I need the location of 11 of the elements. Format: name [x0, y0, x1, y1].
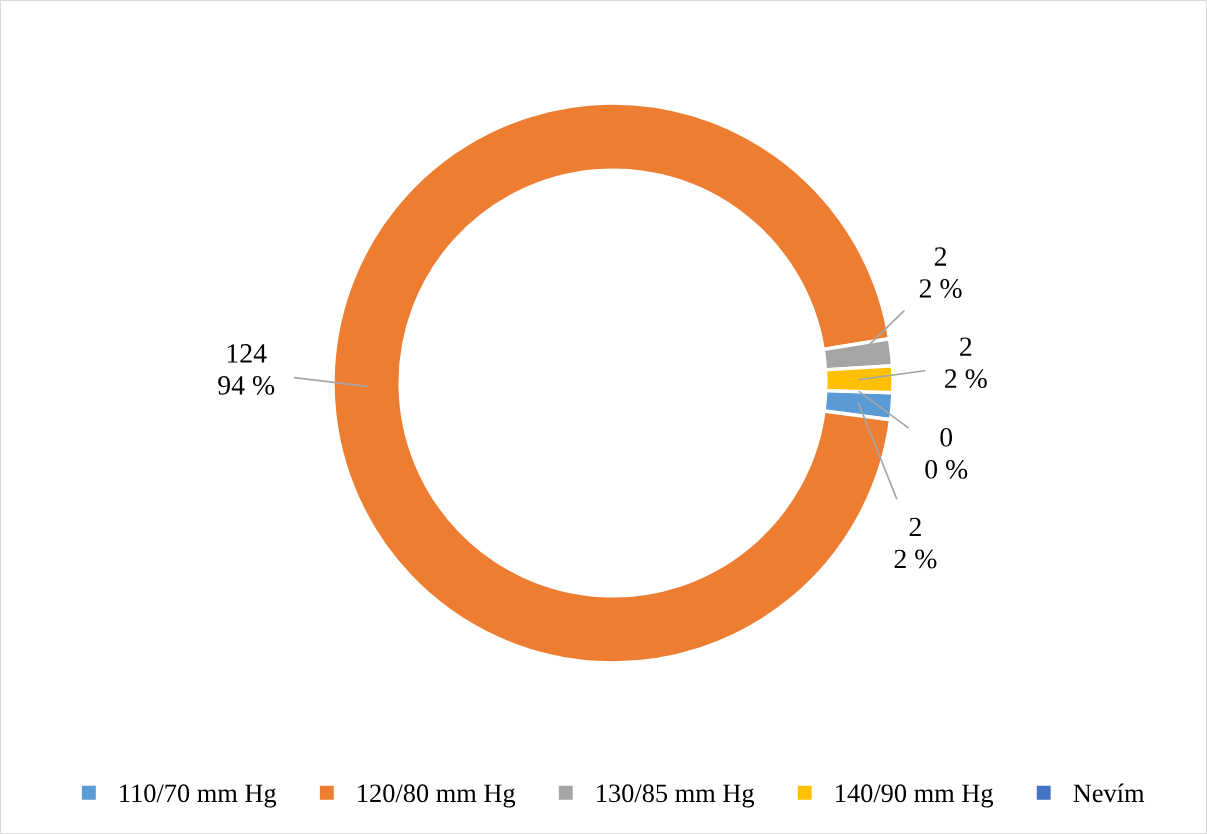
data-label: 124 94 %: [218, 344, 275, 395]
legend-label: Nevím: [1073, 783, 1145, 803]
donut-slice: [331, 101, 893, 665]
legend-label: 130/85 mm Hg: [597, 784, 755, 808]
legend-label: 110/70 mm Hg: [120, 784, 277, 808]
legend-label: 120/80 mm Hg: [358, 784, 516, 808]
legend-label: 140/90 mm Hg: [836, 784, 994, 808]
data-label: 2 2 %: [919, 247, 962, 298]
data-label: 2 2 %: [894, 517, 937, 569]
data-label: 2 2 %: [945, 337, 987, 389]
text: 0 0 %: [925, 428, 968, 479]
